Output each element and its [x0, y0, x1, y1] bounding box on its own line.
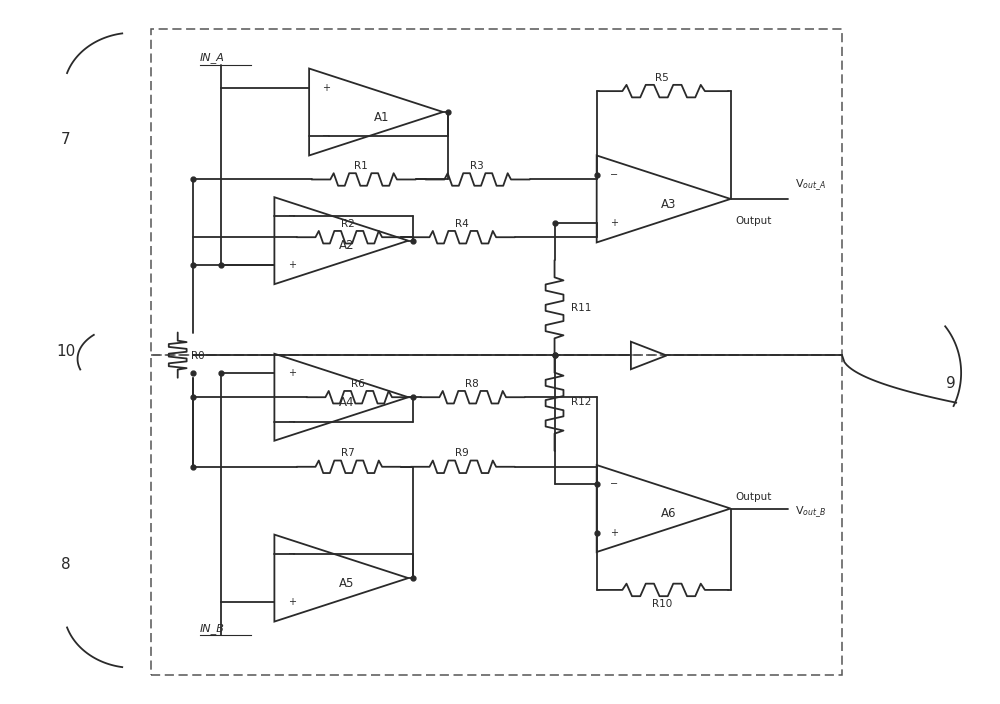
Text: +: +: [610, 528, 618, 538]
Text: −: −: [288, 548, 296, 559]
Text: −: −: [322, 132, 331, 142]
Text: A2: A2: [339, 239, 354, 253]
Text: +: +: [288, 368, 296, 378]
Text: A1: A1: [374, 111, 389, 124]
Text: +: +: [288, 260, 296, 270]
Text: IN_A: IN_A: [200, 52, 224, 63]
Text: R7: R7: [341, 448, 355, 458]
Text: +: +: [323, 82, 331, 93]
Text: V$_{out\_A}$: V$_{out\_A}$: [795, 178, 826, 194]
Bar: [151, 29, 842, 356]
Text: R3: R3: [470, 161, 484, 171]
Text: R6: R6: [351, 379, 365, 389]
Text: A4: A4: [339, 396, 354, 409]
Text: Output: Output: [736, 491, 772, 501]
Bar: [151, 356, 842, 675]
Text: A5: A5: [339, 577, 354, 590]
Text: R11: R11: [571, 303, 592, 313]
Text: 8: 8: [61, 557, 70, 572]
Text: −: −: [288, 417, 296, 427]
Text: R9: R9: [455, 448, 469, 458]
Text: R1: R1: [354, 161, 368, 171]
Text: V$_{out\_B}$: V$_{out\_B}$: [795, 504, 826, 520]
Text: R4: R4: [455, 219, 469, 229]
Text: R5: R5: [655, 73, 669, 83]
Text: 7: 7: [61, 132, 70, 147]
Text: −: −: [610, 479, 618, 489]
Text: A6: A6: [661, 508, 677, 520]
Text: −: −: [288, 211, 296, 221]
Text: R2: R2: [341, 219, 355, 229]
Text: IN_B: IN_B: [200, 623, 224, 634]
Text: R0: R0: [191, 351, 204, 361]
Text: +: +: [288, 598, 296, 608]
Text: −: −: [610, 170, 618, 180]
Text: 10: 10: [56, 344, 75, 360]
Text: R8: R8: [465, 379, 479, 389]
Text: R12: R12: [571, 397, 592, 407]
Text: +: +: [610, 218, 618, 228]
Text: A3: A3: [661, 198, 677, 210]
Text: 9: 9: [946, 376, 956, 391]
Text: R10: R10: [652, 599, 672, 609]
Text: Output: Output: [736, 215, 772, 226]
